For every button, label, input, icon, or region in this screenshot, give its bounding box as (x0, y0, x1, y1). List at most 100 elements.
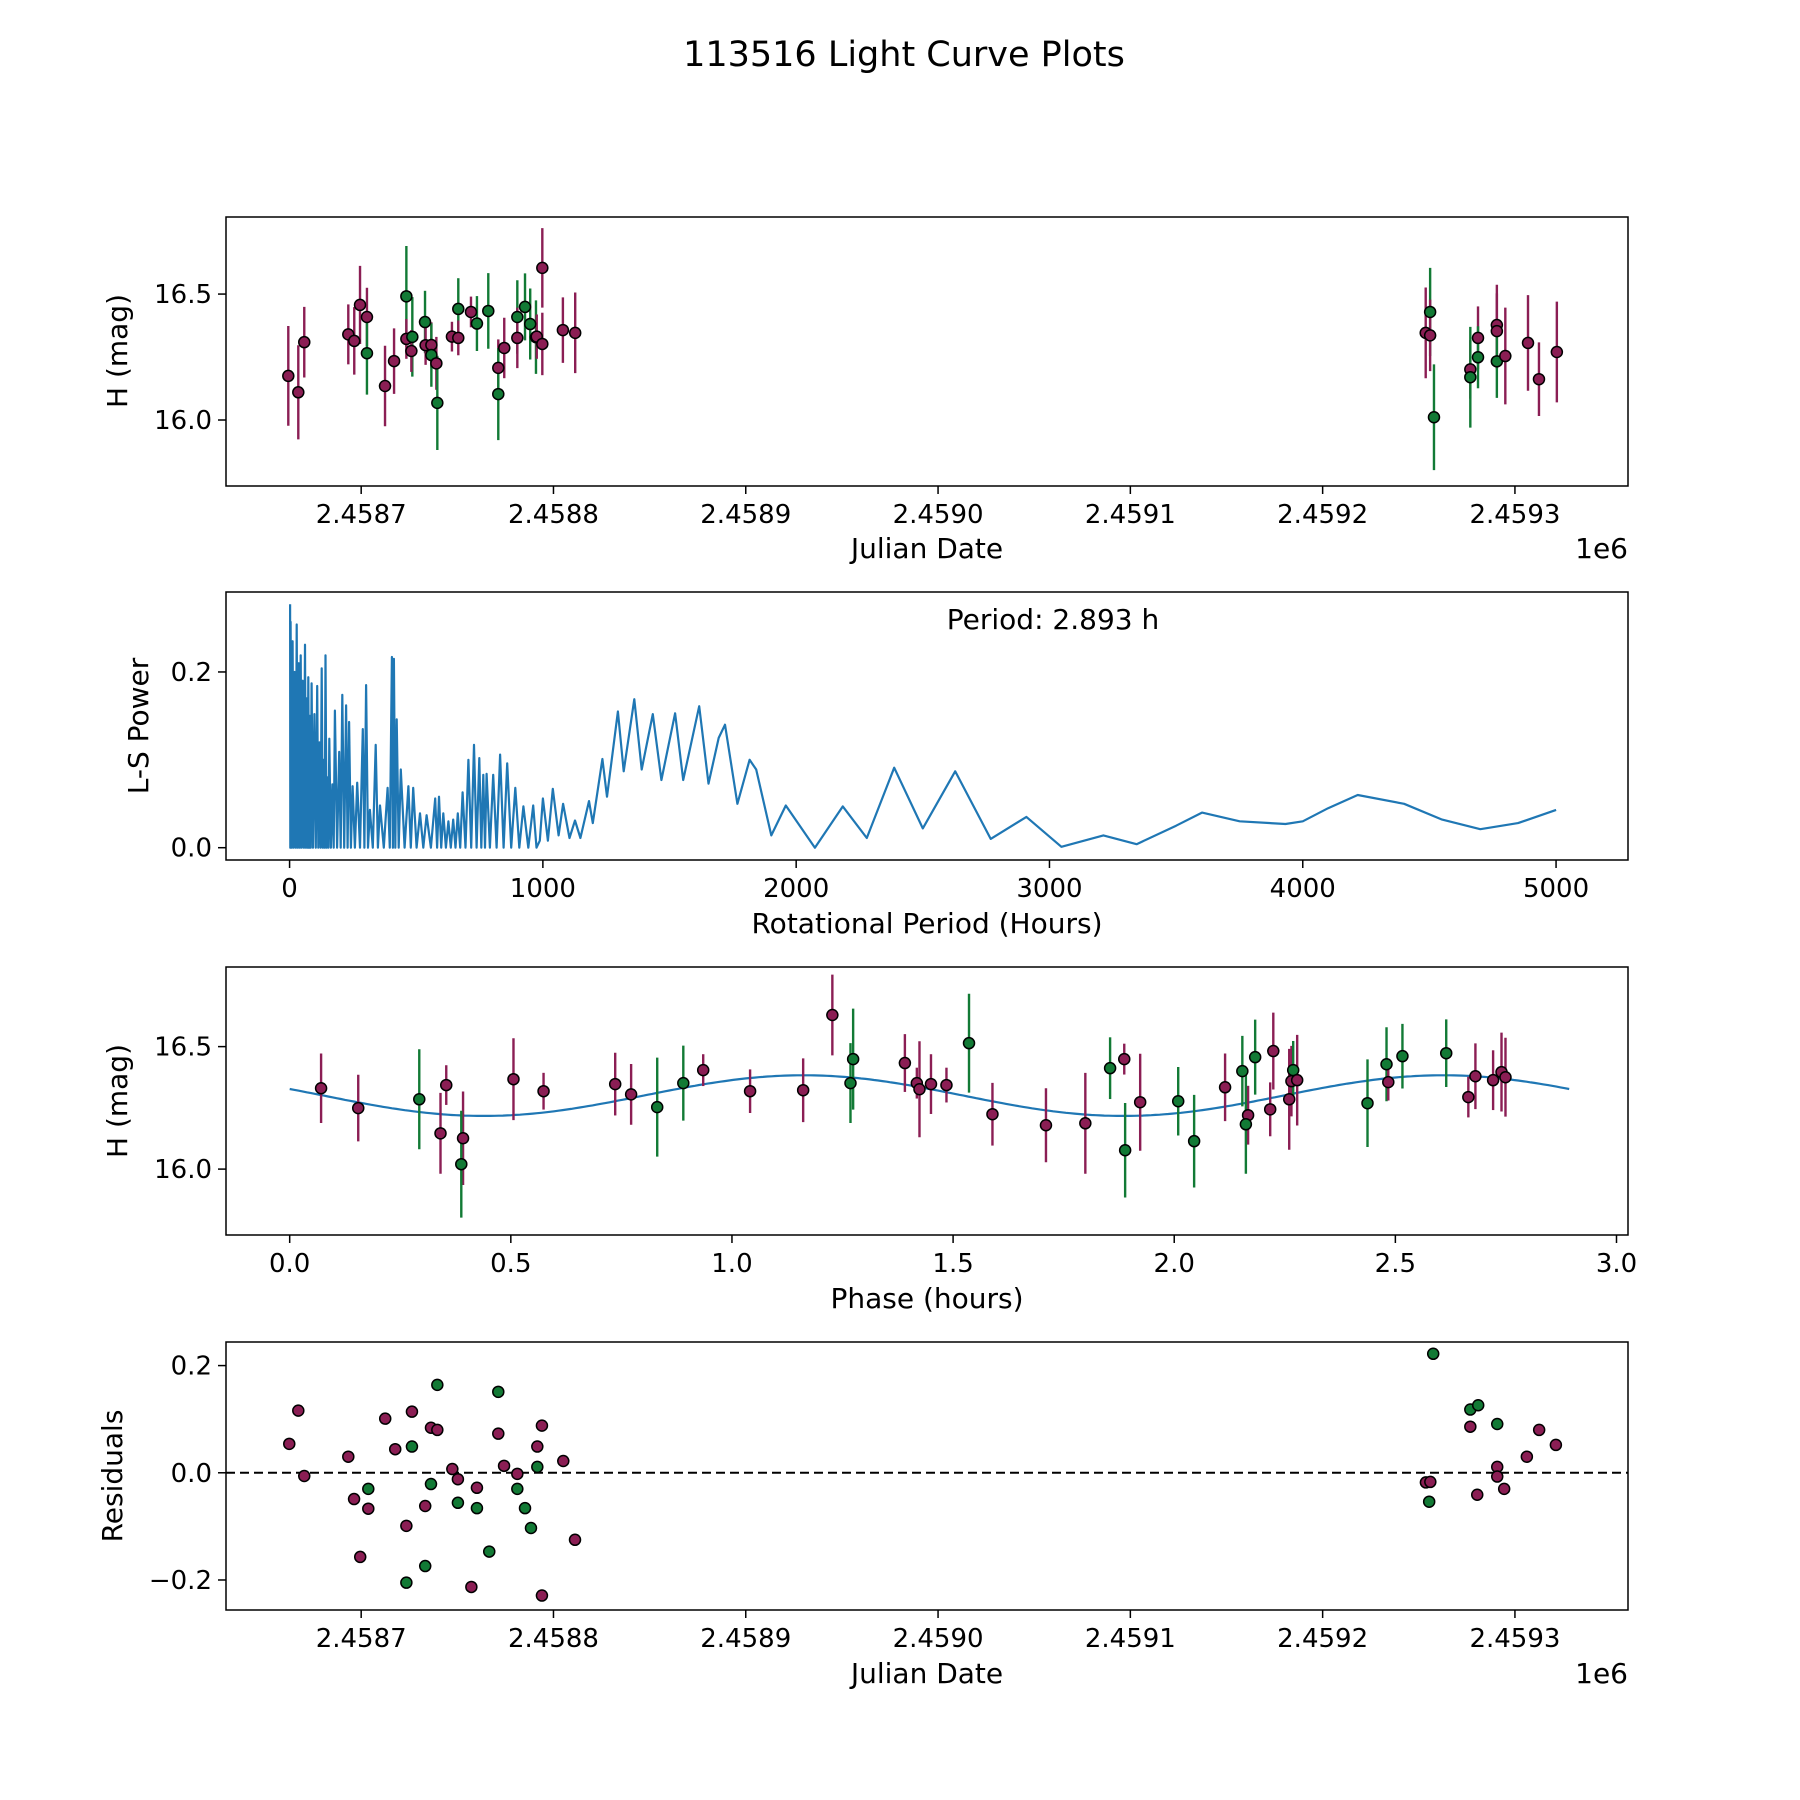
data-point (556, 323, 570, 337)
y-tick-label: 16.5 (154, 1033, 212, 1063)
residual-point (424, 1477, 438, 1491)
data-point (507, 1072, 520, 1086)
residual-point (1490, 1417, 1504, 1431)
x-tick-label: 2.5 (1375, 1249, 1416, 1279)
residual-point (1549, 1438, 1563, 1452)
residuals-panel: Julian Date 1e6 Residuals 2.4587 2.4588 2.… (96, 1341, 1629, 1690)
x-tick-label: 2.4589 (700, 500, 791, 530)
y-tick-label: 16.0 (154, 1155, 212, 1185)
residual-point (451, 1472, 465, 1486)
data-point (523, 317, 537, 331)
data-point (940, 1078, 953, 1092)
x-tick-label: 2.4588 (508, 500, 599, 530)
x-tick-label: 0 (281, 874, 298, 904)
data-point (1263, 1103, 1277, 1116)
data-point (677, 1076, 690, 1090)
data-point (1499, 1070, 1512, 1084)
data-point (844, 1076, 857, 1090)
residual-point (511, 1482, 524, 1496)
residual-point (535, 1419, 549, 1432)
residual-point (482, 1545, 496, 1558)
phased-x-label: Phase (hours) (830, 1282, 1023, 1315)
axes-frame (225, 966, 1629, 1236)
residual-point (342, 1450, 355, 1463)
x-tick-label: 2.4591 (1085, 500, 1176, 530)
data-point (1396, 1049, 1409, 1063)
data-point (650, 1100, 664, 1114)
y-tick-label: 0.0 (171, 834, 212, 864)
x-tick-label: 2.4593 (1469, 500, 1560, 530)
phased-panel: Phase (hours) H (mag) 0.0 0.5 1.0 1.5 2.0 2.5… (101, 966, 1637, 1315)
data-point (1423, 305, 1437, 319)
data-point (1464, 370, 1477, 384)
residual-point (518, 1501, 532, 1515)
y-tick-label: 16.5 (154, 280, 212, 310)
residual-point (492, 1427, 505, 1440)
data-point (1486, 1073, 1500, 1087)
data-point (314, 1082, 328, 1095)
residual-point (418, 1499, 432, 1513)
data-point (434, 1127, 447, 1140)
data-point (492, 387, 505, 401)
data-point (924, 1077, 938, 1091)
residual-point (1426, 1347, 1440, 1361)
data-point (353, 298, 367, 312)
residual-point (557, 1454, 570, 1468)
x-tick-label: 1000 (510, 874, 576, 904)
period-annotation: Period: 2.893 h (947, 603, 1159, 636)
x-tick-label: 2.0 (1154, 1249, 1195, 1279)
data-point (1039, 1119, 1053, 1132)
data-point (348, 334, 361, 348)
data-point (743, 1084, 757, 1098)
residual-point (405, 1440, 419, 1453)
x-tick-label: 2.4592 (1277, 500, 1368, 530)
data-point (351, 1101, 365, 1115)
x-tick-label: 2000 (763, 874, 829, 904)
residual-point (451, 1496, 465, 1510)
residual-point (388, 1442, 402, 1456)
periodogram-y-label: L-S Power (122, 657, 155, 794)
data-point (1079, 1117, 1092, 1130)
data-point (1282, 1093, 1296, 1106)
residual-point (470, 1481, 484, 1495)
residual-point (1464, 1420, 1477, 1433)
residuals-plot-area (226, 1347, 1628, 1602)
data-point (1236, 1064, 1249, 1078)
x-tick-label: 3.0 (1596, 1249, 1637, 1279)
data-point (1462, 1090, 1475, 1104)
data-point (1248, 1050, 1262, 1064)
residual-point (1532, 1423, 1546, 1437)
data-point (492, 361, 505, 375)
residual-point (353, 1550, 367, 1564)
residual-point (431, 1423, 444, 1437)
data-point (898, 1056, 912, 1070)
data-point (298, 335, 311, 349)
residual-point (497, 1459, 511, 1473)
residual-point (1497, 1482, 1511, 1496)
data-point (1469, 1070, 1482, 1083)
data-point (1118, 1052, 1131, 1066)
data-point (1471, 351, 1485, 364)
residual-point (1490, 1470, 1504, 1483)
residual-point (418, 1559, 432, 1573)
x-tick-label: 2.4591 (1085, 1624, 1176, 1654)
residual-point (1471, 1398, 1485, 1412)
x-tick-label: 0.5 (490, 1249, 531, 1279)
axes-frame (225, 1341, 1629, 1611)
data-point (846, 1052, 860, 1066)
x-tick-label: 1.0 (711, 1249, 752, 1279)
x-tick-label: 2.4590 (893, 1624, 984, 1654)
data-point (1218, 1081, 1232, 1094)
residuals-offset-label: 1e6 (1575, 1657, 1628, 1690)
data-point (1499, 349, 1512, 363)
residual-point (470, 1501, 484, 1515)
residual-point (362, 1482, 375, 1496)
residual-point (524, 1521, 538, 1535)
data-point (568, 326, 582, 340)
x-tick-label: 4000 (1270, 874, 1336, 904)
data-point (1380, 1058, 1393, 1071)
periodogram-x-label: Rotational Period (Hours) (751, 907, 1102, 940)
data-point (696, 1063, 710, 1077)
figure-title: 113516 Light Curve Plots (683, 35, 1125, 75)
